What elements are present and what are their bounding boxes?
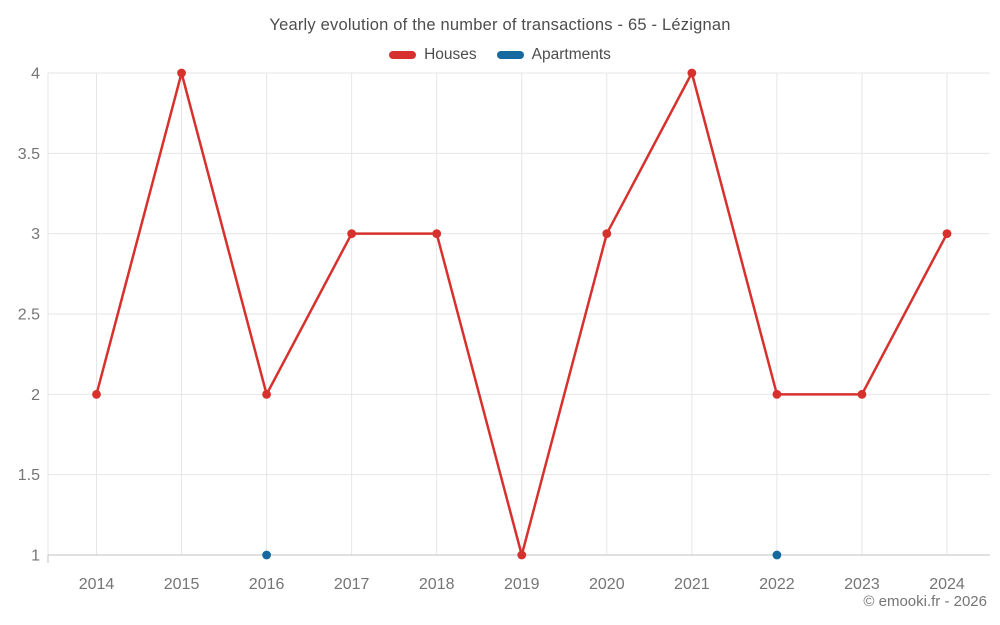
apartments-data-point[interactable] <box>262 550 271 560</box>
houses-data-point[interactable] <box>687 68 697 78</box>
x-tick-label: 2018 <box>419 576 455 593</box>
legend-item-apartments[interactable]: Apartments <box>496 46 611 64</box>
apartments-data-point[interactable] <box>772 550 782 560</box>
houses-data-point[interactable] <box>942 229 952 239</box>
y-tick-label: 3.5 <box>18 146 40 163</box>
x-tick-label: 2021 <box>674 576 710 593</box>
y-tick-label: 2 <box>31 387 40 404</box>
legend-label: Houses <box>424 46 477 63</box>
x-tick-label: 2015 <box>164 576 200 593</box>
y-tick-label: 2.5 <box>18 307 40 324</box>
apartments-legend-swatch-icon <box>496 51 524 59</box>
houses-data-point[interactable] <box>177 68 186 78</box>
houses-data-point[interactable] <box>517 550 527 560</box>
houses-legend-swatch-icon <box>389 51 417 59</box>
y-tick-label: 4 <box>31 66 40 83</box>
houses-data-point[interactable] <box>857 389 867 399</box>
legend-item-houses[interactable]: Houses <box>389 46 477 64</box>
houses-data-point[interactable] <box>92 389 101 399</box>
watermark-credit: © emooki.fr - 2026 <box>863 593 987 610</box>
chart-title: Yearly evolution of the number of transa… <box>269 16 731 34</box>
x-tick-label: 2017 <box>334 576 370 593</box>
chart-legend: Houses Apartments <box>0 46 1000 64</box>
x-tick-label: 2014 <box>79 576 115 593</box>
houses-data-point[interactable] <box>602 229 612 239</box>
x-tick-label: 2020 <box>589 576 625 593</box>
houses-data-point[interactable] <box>262 389 271 399</box>
x-tick-label: 2016 <box>249 576 285 593</box>
houses-data-point[interactable] <box>432 229 442 239</box>
y-tick-label: 1.5 <box>18 467 40 484</box>
x-tick-label: 2024 <box>929 576 965 593</box>
x-tick-label: 2022 <box>759 576 795 593</box>
houses-data-point[interactable] <box>347 229 357 239</box>
y-tick-label: 1 <box>31 548 40 565</box>
houses-data-point[interactable] <box>772 389 782 399</box>
y-tick-label: 3 <box>31 226 40 243</box>
x-tick-label: 2019 <box>504 576 540 593</box>
x-tick-label: 2023 <box>844 576 880 593</box>
legend-label: Apartments <box>531 46 611 63</box>
